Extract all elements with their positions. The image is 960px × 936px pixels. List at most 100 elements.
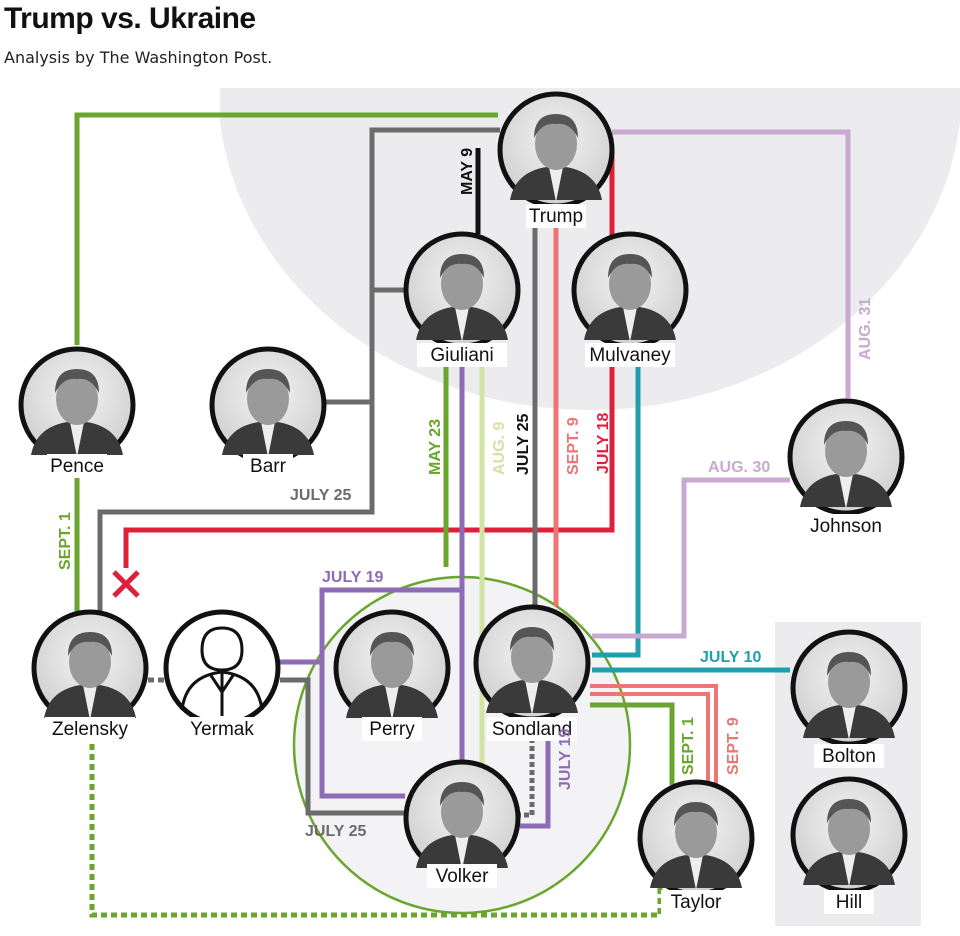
person-zelensky[interactable]: Zelensky (31, 609, 149, 741)
portrait-collar (623, 307, 637, 342)
portrait-hair (534, 114, 578, 138)
date-label: SEPT. 9 (565, 417, 582, 475)
date-label: AUG. 30 (708, 459, 770, 476)
person-giuliani[interactable]: Giuliani (403, 231, 521, 367)
name-label-bg (362, 717, 422, 741)
person-name: Volker (436, 866, 489, 887)
portrait-hair (827, 652, 871, 676)
portrait-face (441, 258, 483, 310)
portrait-collar (70, 422, 84, 457)
name-label-bg (47, 454, 107, 478)
portrait-hair (827, 799, 871, 823)
connection-trump-zelensky (97, 402, 375, 612)
portrait-hair (68, 632, 112, 656)
x-icon (112, 570, 140, 598)
date-label: AUG. 31 (857, 298, 874, 360)
person-pence[interactable]: Pence (18, 346, 136, 478)
date-label: JULY 19 (322, 569, 383, 586)
person-taylor[interactable]: Taylor (637, 779, 755, 914)
person-volker[interactable]: Volker (403, 759, 521, 888)
portrait-collar (525, 680, 539, 715)
portrait-face (69, 636, 111, 688)
portrait-hair (246, 369, 290, 393)
portrait-hair (510, 627, 554, 651)
portrait-collar (385, 685, 399, 720)
connection-trump-johnson (612, 129, 851, 398)
person-name: Giuliani (430, 345, 493, 366)
person-perry[interactable]: Perry (333, 609, 451, 741)
date-label: JULY 25 (290, 487, 351, 504)
name-label-bg (45, 717, 135, 741)
portrait-face (247, 373, 289, 425)
connection-zelensky-taylor (89, 724, 663, 918)
portrait-collar (689, 855, 703, 890)
person-name: Perry (369, 719, 415, 740)
person-hill[interactable]: Hill (790, 776, 908, 914)
person-mulvaney[interactable]: Mulvaney (571, 231, 689, 367)
person-trump[interactable]: Trump (497, 91, 615, 228)
date-label: JULY 10 (700, 649, 761, 666)
name-label-bg (526, 204, 586, 228)
portrait-collar (842, 852, 856, 887)
portrait-collar (261, 422, 275, 457)
date-label: JULY 18 (595, 413, 612, 474)
connection-sondland-volker-dotted (520, 722, 535, 818)
person-name: Zelensky (52, 719, 129, 740)
person-yermak[interactable]: Yermak (163, 609, 281, 741)
connection-yermak-volker (280, 677, 405, 816)
date-label: MAY 9 (459, 148, 476, 195)
portrait-collar (839, 474, 853, 509)
portrait-hair (824, 421, 868, 445)
name-label-bg (585, 343, 675, 367)
person-barr[interactable]: Barr (209, 346, 327, 478)
connection-mulvaney-sondland (592, 348, 641, 658)
name-label-bg (814, 744, 884, 768)
person-name: Taylor (671, 892, 722, 913)
connection-trump-barr-giuliani (326, 127, 500, 405)
portrait-face (825, 425, 867, 477)
person-sondland[interactable]: Sondland (473, 604, 591, 741)
portrait-collar (549, 167, 563, 202)
people-layer: Trump Giuliani Mulvaney Pence Barr Johnson Zel… (18, 91, 908, 914)
date-label: AUG. 9 (491, 422, 508, 475)
portrait-face (56, 373, 98, 425)
portrait-hair (55, 369, 99, 393)
date-label: JULY 19 (557, 729, 574, 790)
name-label-bg (661, 890, 731, 914)
person-bolton[interactable]: Bolton (790, 629, 908, 768)
date-label: MAY 23 (427, 419, 444, 475)
person-name: Sondland (492, 719, 572, 740)
connection-giuliani-volker-perry (319, 350, 465, 799)
person-johnson[interactable]: Johnson (787, 398, 905, 538)
connection-johnson-sondland (592, 477, 790, 639)
date-label: JULY 25 (305, 823, 366, 840)
person-name: Barr (250, 456, 287, 477)
date-labels-layer: SEPT. 1 JULY 25 MAY 9 JULY 18 JULY 25 SEPT. 9… (57, 148, 874, 840)
connections-layer (74, 112, 851, 918)
portrait-face (675, 806, 717, 858)
person-name: Mulvaney (589, 345, 671, 366)
page-subtitle: Analysis by The Washington Post. (4, 48, 273, 67)
portrait-hair (674, 802, 718, 826)
connection-pence-trump (74, 112, 498, 345)
page-title: Trump vs. Ukraine (4, 2, 256, 35)
portrait-hair (370, 632, 414, 656)
portrait-face (511, 631, 553, 683)
portrait-face (371, 636, 413, 688)
portrait-face (828, 656, 870, 708)
date-label: SEPT. 9 (725, 717, 742, 775)
person-name: Trump (529, 206, 583, 227)
portrait-hair (440, 254, 484, 278)
name-label-bg (806, 514, 886, 538)
portrait-face (441, 786, 483, 838)
person-name: Yermak (190, 719, 254, 740)
portrait-face (609, 258, 651, 310)
connection-sondland-taylor-pink (590, 684, 718, 785)
name-label-bg (824, 890, 874, 914)
portrait-hair (608, 254, 652, 278)
person-outline-icon (180, 626, 264, 716)
person-name: Bolton (822, 746, 876, 767)
portrait-face (828, 803, 870, 855)
date-label: SEPT. 1 (57, 512, 74, 570)
portrait-collar (842, 705, 856, 740)
